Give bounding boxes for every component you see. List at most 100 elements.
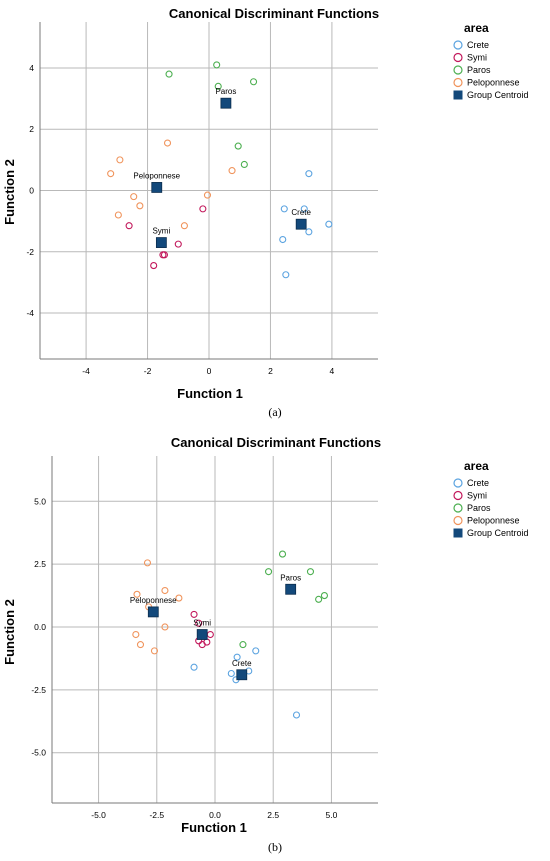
- caption-b: (b): [268, 840, 282, 854]
- point-paros: [265, 568, 273, 576]
- point-paros: [165, 70, 173, 78]
- point-peloponnese: [133, 590, 141, 598]
- x-tick-label: -2.5: [149, 810, 164, 820]
- centroid-label: Symi: [193, 619, 211, 628]
- x-tick-label: -2: [144, 366, 152, 376]
- legend-entry: Paros: [467, 65, 491, 75]
- y-tick-label: 2.5: [34, 559, 46, 569]
- point-paros: [214, 82, 222, 90]
- point-peloponnese: [150, 647, 159, 655]
- point-crete: [282, 271, 290, 279]
- point-symi: [150, 262, 158, 270]
- legend-entry: Group Centroid: [467, 528, 529, 538]
- y-tick-label: 5.0: [34, 496, 46, 506]
- x-axis-label: Function 1: [181, 820, 247, 835]
- legend-entry: Crete: [467, 478, 489, 488]
- point-crete: [227, 669, 235, 678]
- x-axis-label: Function 1: [177, 386, 243, 401]
- group-centroid: [285, 583, 297, 595]
- point-paros: [315, 595, 323, 603]
- point-peloponnese: [116, 156, 124, 164]
- point-symi: [160, 251, 168, 259]
- group-centroid: [147, 606, 159, 618]
- legend-marker-centroid: [453, 90, 463, 100]
- legend-entry: Peloponnese: [467, 78, 520, 88]
- point-crete: [305, 228, 313, 236]
- centroid-label: Peloponnese: [133, 171, 180, 180]
- x-tick-label: -4: [82, 366, 90, 376]
- point-symi: [174, 240, 182, 248]
- point-symi: [199, 205, 207, 213]
- point-symi: [190, 610, 198, 618]
- legend-marker-crete: [453, 478, 463, 488]
- centroid-label: Paros: [215, 87, 236, 96]
- legend-marker-peloponnese: [453, 77, 463, 88]
- point-paros: [250, 78, 258, 86]
- point-peloponnese: [163, 139, 172, 147]
- legend-entry: Symi: [467, 491, 487, 501]
- y-tick-label: 4: [29, 63, 34, 73]
- point-peloponnese: [136, 641, 145, 649]
- point-crete: [300, 205, 308, 213]
- point-peloponnese: [175, 594, 183, 602]
- centroid-label: Crete: [291, 208, 311, 217]
- group-centroid: [236, 669, 248, 681]
- point-crete: [305, 170, 313, 178]
- point-crete: [279, 235, 287, 244]
- legend-marker-symi: [453, 52, 463, 63]
- point-paros: [239, 641, 247, 649]
- x-tick-label: 0.0: [209, 810, 221, 820]
- point-paros: [306, 568, 315, 576]
- point-peloponnese: [130, 193, 138, 201]
- group-centroid: [196, 629, 208, 640]
- legend-entry: Symi: [467, 53, 487, 63]
- point-peloponnese: [107, 170, 115, 178]
- y-tick-label: 2: [29, 124, 34, 134]
- x-tick-label: 0: [207, 366, 212, 376]
- y-tick-label: -2.5: [31, 685, 46, 695]
- legend-entry: Peloponnese: [467, 516, 520, 526]
- centroid-label: Peloponnese: [130, 596, 177, 605]
- point-crete: [252, 647, 260, 655]
- group-centroid: [295, 218, 307, 230]
- point-crete: [325, 220, 333, 228]
- x-tick-label: -5.0: [91, 810, 106, 820]
- x-tick-label: 2.5: [267, 810, 279, 820]
- point-paros: [213, 61, 221, 69]
- legend-marker-centroid: [453, 528, 463, 538]
- legend-title: area: [464, 21, 489, 35]
- point-crete: [280, 205, 288, 213]
- point-peloponnese: [114, 211, 122, 219]
- centroid-label: Symi: [152, 227, 170, 236]
- y-tick-label: -4: [26, 308, 34, 318]
- y-axis-label: Function 2: [2, 159, 17, 225]
- chart-b: -5.0 -2.5 0.0 2.5 5.0 5.0 2.5 0.0 -2.5 -5.0 Canoni…: [2, 435, 529, 835]
- chart-title: Canonical Discriminant Functions: [171, 435, 381, 450]
- point-crete: [233, 653, 241, 661]
- group-centroid: [155, 237, 167, 248]
- point-crete: [292, 711, 301, 719]
- legend: area Crete Symi Paros Peloponnese Group Centr…: [453, 459, 529, 538]
- y-axis-label: Function 2: [2, 599, 17, 665]
- centroid-label: Crete: [232, 659, 252, 668]
- point-peloponnese: [180, 222, 188, 230]
- point-paros: [240, 160, 248, 169]
- point-peloponnese: [132, 630, 140, 639]
- point-symi: [195, 619, 203, 627]
- legend-marker-paros: [453, 65, 463, 75]
- legend-entry: Crete: [467, 40, 489, 50]
- point-symi: [198, 641, 206, 649]
- legend-entry: Paros: [467, 503, 491, 513]
- legend: area Crete Symi Paros Peloponnese Group Centr…: [453, 21, 529, 100]
- point-symi: [125, 222, 133, 230]
- point-peloponnese: [203, 191, 212, 199]
- point-peloponnese: [136, 202, 144, 210]
- point-peloponnese: [228, 167, 236, 175]
- y-tick-label: -5.0: [31, 748, 46, 758]
- y-tick-label: -2: [26, 247, 34, 257]
- chart-a: -4 -2 0 2 4 4 2 0 -2 -4 Canonical Discriminant Fun…: [2, 6, 529, 401]
- caption-a: (a): [268, 405, 282, 419]
- x-tick-label: 4: [330, 366, 335, 376]
- legend-entry: Group Centroid: [467, 90, 529, 100]
